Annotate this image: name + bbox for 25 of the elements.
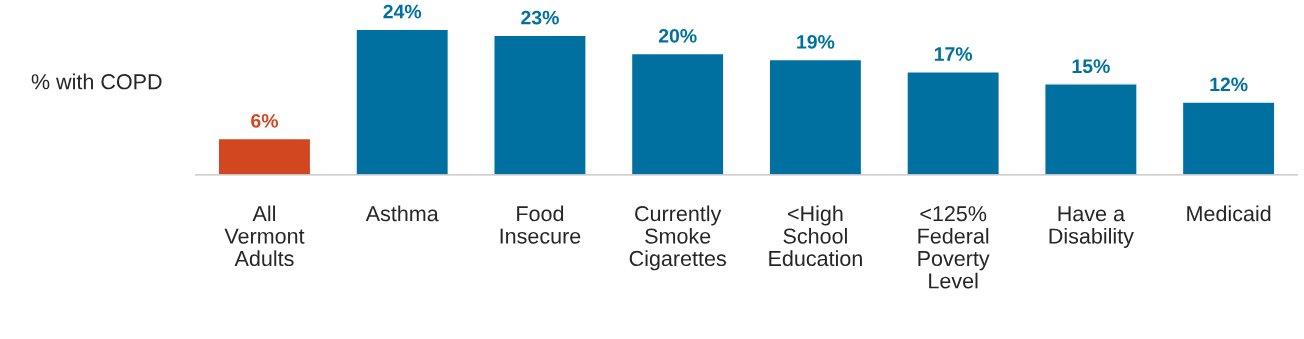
x-tick-label: All Vermont Adults <box>224 205 305 267</box>
y-axis-title: % with COPD <box>31 73 162 90</box>
x-tick-label: <125% Federal Poverty Level <box>918 206 990 289</box>
data-label: 17% <box>934 47 973 61</box>
bar <box>493 34 587 175</box>
x-tick-label: Medicaid <box>1187 205 1271 222</box>
data-label: 24% <box>383 4 422 19</box>
bar <box>768 58 863 175</box>
bar <box>355 28 450 175</box>
x-tick-label: Asthma <box>365 205 439 222</box>
x-tick-label: Food Insecure <box>500 205 581 244</box>
bar <box>630 52 725 175</box>
x-tick-label: <High School Education <box>769 205 862 267</box>
data-label: 20% <box>658 28 697 43</box>
x-tick-label: Currently Smoke Cigarettes <box>629 205 726 271</box>
bar <box>906 71 1000 175</box>
data-label: 23% <box>521 10 559 25</box>
data-label: 15% <box>1072 59 1110 74</box>
x-tick-label: Have a Disability <box>1049 206 1134 248</box>
data-label: 19% <box>797 35 835 49</box>
bar <box>1044 83 1138 175</box>
bar <box>217 137 312 175</box>
data-label: 12% <box>1210 77 1248 92</box>
bar <box>1181 101 1276 175</box>
data-label: 6% <box>251 113 279 128</box>
